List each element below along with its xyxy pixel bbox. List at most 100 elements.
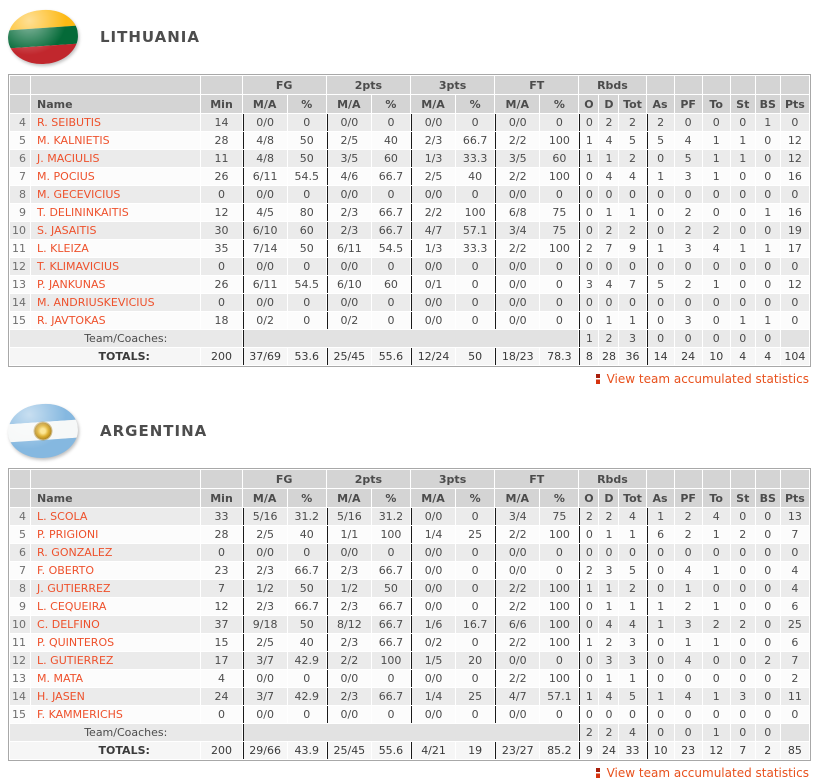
- stat-cell: 0/0: [242, 544, 287, 561]
- stat-cell: 0: [579, 258, 599, 275]
- stat-cell: 0: [456, 508, 495, 525]
- jersey-number: 11: [10, 634, 31, 651]
- stat-cell: 17: [780, 240, 809, 257]
- player-name-link[interactable]: M. POCIUS: [31, 168, 201, 185]
- player-name-link[interactable]: M. GECEVICIUS: [31, 186, 201, 203]
- stat-cell: 1: [702, 276, 730, 293]
- player-name-link[interactable]: M. MATA: [31, 670, 201, 687]
- player-name-link[interactable]: J. MACIULIS: [31, 150, 201, 167]
- stat-cell: 0: [730, 168, 755, 185]
- stat-cell: 75: [540, 508, 579, 525]
- stat-cell: 0: [287, 258, 326, 275]
- player-name-link[interactable]: T. KLIMAVICIUS: [31, 258, 201, 275]
- player-name-link[interactable]: L. GUTIERREZ: [31, 652, 201, 669]
- player-name-link[interactable]: F. KAMMERICHS: [31, 706, 201, 723]
- stat-cell: 1: [730, 132, 755, 149]
- stat-cell: 0: [646, 580, 674, 597]
- stat-cell: 42.9: [287, 688, 326, 705]
- stat-cell: 2/5: [242, 526, 287, 543]
- stat-cell: 2/3: [326, 688, 371, 705]
- column-header-pts: Pts: [780, 95, 809, 113]
- player-name-link[interactable]: R. JAVTOKAS: [31, 312, 201, 329]
- stat-cell: 0: [456, 312, 495, 329]
- stat-cell: 0/0: [410, 598, 456, 615]
- stat-cell: 0: [579, 706, 599, 723]
- totals-row: TOTALS: 200 37/69 53.6 25/45 55.6 12/24 50 18/23…: [10, 348, 809, 365]
- stat-cell: 2: [619, 222, 646, 239]
- player-name-link[interactable]: C. DELFINO: [31, 616, 201, 633]
- stat-cell: 5: [674, 150, 702, 167]
- stat-cell: 1/3: [410, 240, 456, 257]
- stat-cell: 3: [674, 312, 702, 329]
- stat-cell: 66.7: [371, 616, 410, 633]
- column-header-o: O: [579, 489, 599, 507]
- stat-cell: 1/2: [326, 580, 371, 597]
- view-team-statistics-link[interactable]: View team accumulated statistics: [606, 766, 809, 780]
- stat-cell: 0: [730, 258, 755, 275]
- player-name-link[interactable]: J. GUTIERREZ: [31, 580, 201, 597]
- stat-cell: 0: [456, 114, 495, 131]
- stat-cell: 0/0: [495, 186, 540, 203]
- stat-cell: 2: [599, 222, 619, 239]
- player-name-link[interactable]: P. QUINTEROS: [31, 634, 201, 651]
- jersey-number: 10: [10, 616, 31, 633]
- stat-cell: 0: [619, 706, 646, 723]
- team-title: ARGENTINA: [100, 422, 208, 440]
- column-header-tot: Tot: [619, 489, 646, 507]
- player-row: 10 S. JASAITIS 30 6/10 60 2/3 66.7 4/7 57.1 3/4 75…: [10, 222, 809, 239]
- player-name-link[interactable]: P. JANKUNAS: [31, 276, 201, 293]
- jersey-number: 8: [10, 580, 31, 597]
- stat-cell: 6/11: [242, 276, 287, 293]
- player-stats-body: 4 L. SCOLA 33 5/16 31.2 5/16 31.2 0/0 0 3/4 75 2 2 4 1…: [10, 508, 809, 759]
- stat-cell: 0: [646, 222, 674, 239]
- stat-cell: 0: [579, 186, 599, 203]
- stat-cell: 0: [646, 706, 674, 723]
- player-name-link[interactable]: P. PRIGIONI: [31, 526, 201, 543]
- stat-cell: 3/4: [495, 508, 540, 525]
- player-row: 15 F. KAMMERICHS 0 0/0 0 0/0 0 0/0 0 0/0 0 0 0 0 0 0 0 0 0…: [10, 706, 809, 723]
- player-name-link[interactable]: M. KALNIETIS: [31, 132, 201, 149]
- stat-cell: 0: [755, 562, 780, 579]
- stat-cell: 0: [540, 562, 579, 579]
- player-name-link[interactable]: L. SCOLA: [31, 508, 201, 525]
- player-name-link[interactable]: M. ANDRIUSKEVICIUS: [31, 294, 201, 311]
- stat-cell: 25: [456, 688, 495, 705]
- player-name-link[interactable]: R. SEIBUTIS: [31, 114, 201, 131]
- stat-cell: 4: [674, 652, 702, 669]
- column-header-pct: %: [456, 95, 495, 113]
- stat-cell: 0: [755, 276, 780, 293]
- stat-cell: 0: [456, 562, 495, 579]
- stat-cell: 0: [646, 204, 674, 221]
- stat-cell: 1: [599, 150, 619, 167]
- stat-cell: 0/0: [326, 114, 371, 131]
- player-name-link[interactable]: L. KLEIZA: [31, 240, 201, 257]
- stat-cell: 2/2: [495, 598, 540, 615]
- totals-label: TOTALS:: [10, 348, 201, 365]
- team-section-lithuania: LITHUANIA FG 2pts 3pts FT Rbds: [6, 6, 811, 390]
- stat-cell: 0: [579, 616, 599, 633]
- stat-cell: 1: [599, 312, 619, 329]
- player-name-link[interactable]: R. GONZALEZ: [31, 544, 201, 561]
- view-team-statistics-link[interactable]: View team accumulated statistics: [606, 372, 809, 386]
- player-name-link[interactable]: F. OBERTO: [31, 562, 201, 579]
- stat-cell: 33.3: [456, 150, 495, 167]
- stat-cell: 0: [780, 294, 809, 311]
- team-link-row: View team accumulated statistics: [8, 766, 809, 784]
- player-name-link[interactable]: T. DELININKAITIS: [31, 204, 201, 221]
- stat-cell: 0: [646, 330, 674, 347]
- player-row: 14 M. ANDRIUSKEVICIUS 0 0/0 0 0/0 0 0/0 0 0/0 0 0 0 0…: [10, 294, 809, 311]
- stat-cell: 0: [579, 544, 599, 561]
- stat-cell: 16: [780, 168, 809, 185]
- column-header-bs: BS: [755, 95, 780, 113]
- stat-cell: 4/6: [326, 168, 371, 185]
- player-row: 5 P. PRIGIONI 28 2/5 40 1/1 100 1/4 25 2/2 100 0 1 1 6…: [10, 526, 809, 543]
- player-name-link[interactable]: S. JASAITIS: [31, 222, 201, 239]
- player-name-link[interactable]: L. CEQUEIRA: [31, 598, 201, 615]
- stat-cell: 66.7: [371, 168, 410, 185]
- player-name-link[interactable]: H. JASEN: [31, 688, 201, 705]
- stat-cell: 0: [730, 222, 755, 239]
- stat-cell: 0: [730, 276, 755, 293]
- empty-cell: [780, 724, 809, 741]
- stat-cell: 2: [579, 240, 599, 257]
- stat-cell: 4: [674, 562, 702, 579]
